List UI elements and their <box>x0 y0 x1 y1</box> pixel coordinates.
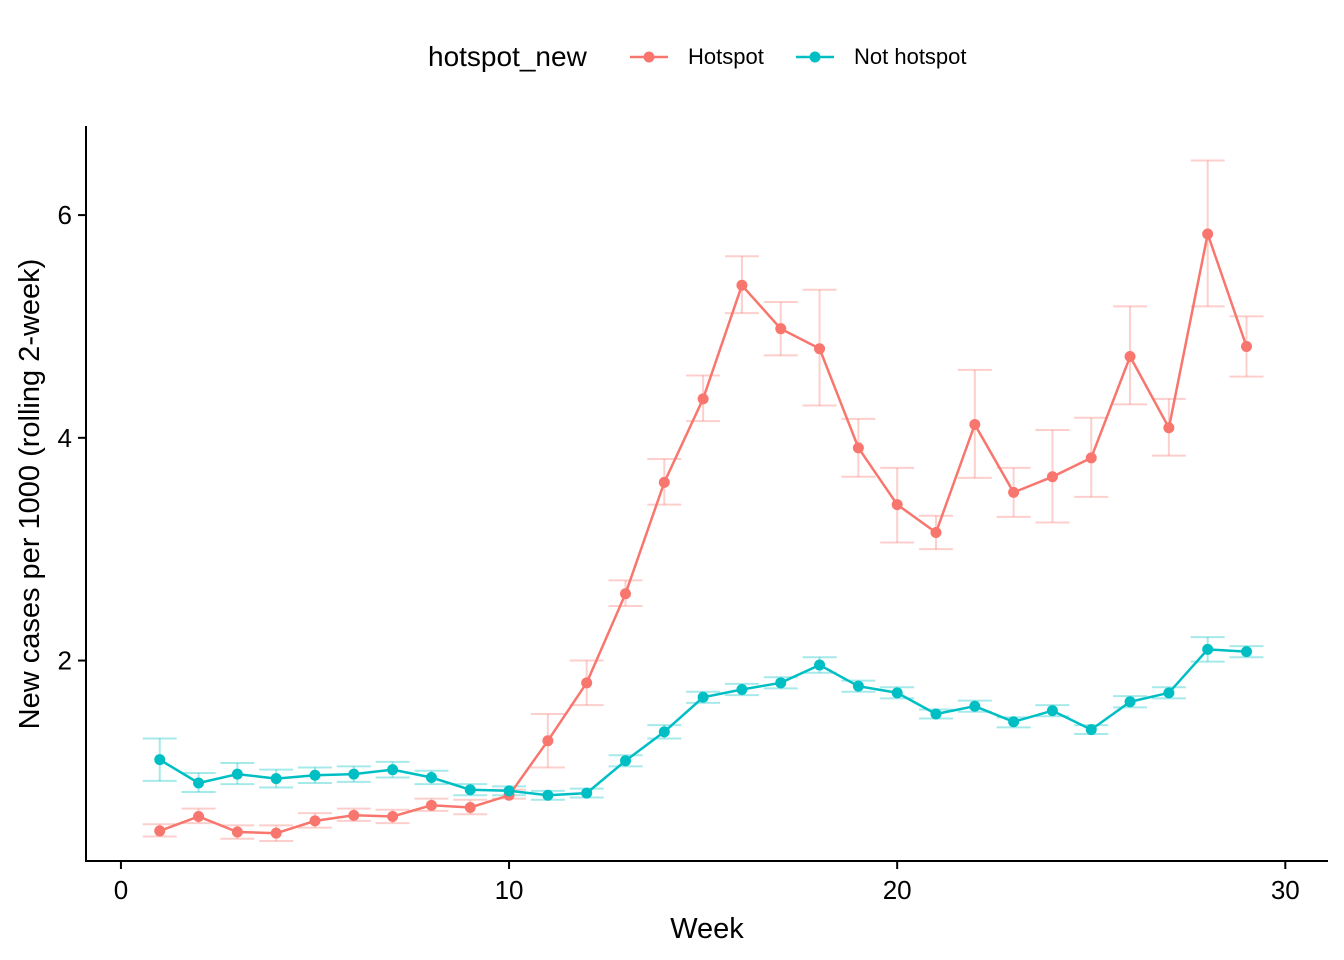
data-point-hotspot <box>1124 351 1136 363</box>
data-point-hotspot <box>270 827 282 839</box>
data-point-hotspot <box>775 323 787 335</box>
data-point-hotspot <box>658 476 670 488</box>
legend-entry-hotspot: Hotspot <box>630 44 764 69</box>
data-point-hotspot <box>1046 471 1058 483</box>
data-point-hotspot <box>348 809 360 821</box>
data-point-hotspot <box>581 677 593 689</box>
data-point-hotspot <box>542 735 554 747</box>
x-ticks: 0 10 20 30 <box>114 861 1300 905</box>
legend-key-point <box>643 51 655 63</box>
data-point-not-hotspot <box>348 768 360 780</box>
data-point-not-hotspot <box>387 764 399 776</box>
data-point-not-hotspot <box>736 684 748 695</box>
legend-label: Hotspot <box>688 44 764 69</box>
series-line-not-hotspot <box>159 648 1247 797</box>
data-point-not-hotspot <box>309 769 321 781</box>
data-point-hotspot <box>1240 341 1252 352</box>
data-point-not-hotspot <box>1240 646 1252 658</box>
data-point-not-hotspot <box>503 785 515 797</box>
y-axis-label: New cases per 1000 (rolling 2-week) <box>14 259 46 730</box>
data-point-hotspot <box>1085 452 1097 464</box>
data-point-not-hotspot <box>154 754 166 766</box>
data-point-hotspot <box>1008 486 1020 498</box>
y-tick-label: 6 <box>58 200 72 230</box>
x-tick-label: 30 <box>1271 875 1300 905</box>
data-point-not-hotspot <box>425 771 437 783</box>
series-lines <box>159 229 1248 835</box>
data-point-hotspot <box>814 343 826 355</box>
data-point-hotspot <box>425 799 437 811</box>
data-point-hotspot <box>1202 228 1214 240</box>
x-tick-label: 10 <box>495 875 524 905</box>
data-point-not-hotspot <box>464 784 476 796</box>
legend-title: hotspot_new <box>428 41 588 72</box>
axes: 0 10 20 30 2 4 6 Week New cases per 1000 (rol… <box>14 126 1328 945</box>
data-point-hotspot <box>309 815 321 827</box>
x-tick-label: 20 <box>883 875 912 905</box>
x-tick-label: 0 <box>114 875 128 905</box>
legend-entry-not-hotspot: Not hotspot <box>796 44 967 69</box>
x-axis-label: Week <box>670 913 744 945</box>
data-point-not-hotspot <box>814 659 826 671</box>
data-point-hotspot <box>464 802 476 814</box>
y-tick-label: 2 <box>58 646 72 676</box>
data-point-not-hotspot <box>193 777 205 789</box>
data-point-hotspot <box>154 825 166 837</box>
data-point-hotspot <box>193 810 205 822</box>
data-point-hotspot <box>1163 422 1175 434</box>
series-line-hotspot <box>159 229 1248 835</box>
legend: hotspot_new Hotspot Not hotspot <box>428 41 967 72</box>
data-point-hotspot <box>930 526 942 538</box>
data-point-not-hotspot <box>1008 716 1020 728</box>
data-point-not-hotspot <box>697 691 709 703</box>
data-point-not-hotspot <box>1046 705 1058 717</box>
data-point-not-hotspot <box>581 787 593 799</box>
data-point-hotspot <box>387 810 399 822</box>
data-point-not-hotspot <box>270 773 282 785</box>
data-point-hotspot <box>697 393 709 405</box>
data-point-not-hotspot <box>852 680 864 692</box>
data-point-not-hotspot <box>1124 696 1136 708</box>
data-point-not-hotspot <box>231 768 243 780</box>
data-point-not-hotspot <box>930 708 942 720</box>
data-point-hotspot <box>969 418 981 430</box>
data-point-not-hotspot <box>775 677 787 689</box>
data-point-not-hotspot <box>969 700 981 712</box>
data-point-hotspot <box>891 499 903 511</box>
error-bars <box>142 159 1264 842</box>
data-point-not-hotspot <box>619 755 631 767</box>
legend-label: Not hotspot <box>854 44 967 69</box>
data-point-hotspot <box>852 442 864 454</box>
data-point-hotspot <box>619 588 631 600</box>
data-point-not-hotspot <box>1085 724 1097 736</box>
data-point-hotspot <box>736 279 748 291</box>
legend-key-point <box>809 51 821 63</box>
series-points <box>154 228 1252 839</box>
y-ticks: 2 4 6 <box>58 200 86 676</box>
data-point-not-hotspot <box>542 789 554 801</box>
data-point-not-hotspot <box>658 726 670 738</box>
data-point-not-hotspot <box>891 687 903 699</box>
data-point-not-hotspot <box>1202 643 1214 655</box>
data-point-hotspot <box>231 826 243 838</box>
y-tick-label: 4 <box>58 423 72 453</box>
data-point-not-hotspot <box>1163 687 1175 699</box>
